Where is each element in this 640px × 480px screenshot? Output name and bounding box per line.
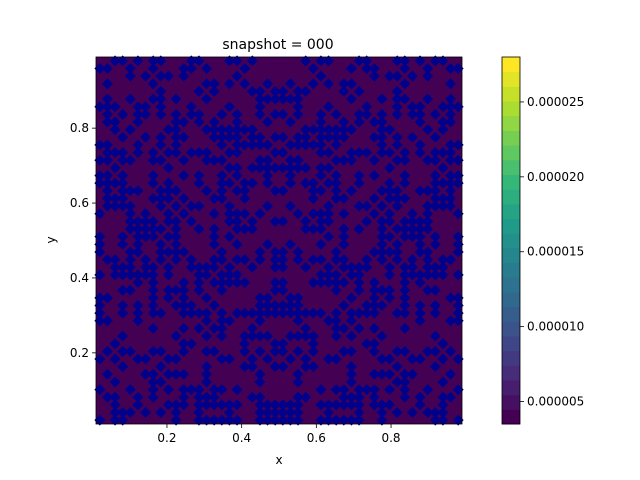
colorbar-band <box>502 203 520 219</box>
y-tick-label: 0.8 <box>70 121 89 135</box>
colorbar-band <box>502 71 520 87</box>
x-axis-ticks: 0.2 0.4 0.6 0.8 <box>157 424 401 445</box>
heatmap-pattern <box>94 55 464 426</box>
heatmap-cells <box>94 55 464 426</box>
y-axis-ticks: 0.2 0.4 0.6 0.8 <box>70 121 96 360</box>
colorbar-band <box>502 365 520 381</box>
colorbar-band <box>502 174 520 190</box>
y-tick-label: 0.2 <box>70 346 89 360</box>
colorbar-band <box>502 409 520 425</box>
colorbar-band <box>502 306 520 322</box>
colorbar-band <box>502 277 520 293</box>
colorbar-ticks: 0.000005 0.000010 0.000015 0.000020 0.000025 <box>520 95 584 409</box>
colorbar-band <box>502 394 520 410</box>
colorbar-band <box>502 291 520 308</box>
colorbar-band <box>502 159 520 175</box>
colorbar-band <box>502 247 520 264</box>
colorbar: 0.000005 0.000010 0.000015 0.000020 0.000025 <box>501 56 584 425</box>
colorbar-band <box>502 321 520 337</box>
colorbar-band <box>502 115 520 131</box>
colorbar-band <box>502 57 520 73</box>
x-tick-label: 0.2 <box>157 431 176 445</box>
colorbar-tick-label: 0.000020 <box>527 170 584 184</box>
x-tick-label: 0.4 <box>232 431 251 445</box>
colorbar-frame <box>501 56 521 425</box>
y-tick-label: 0.4 <box>70 271 89 285</box>
colorbar-band <box>502 335 520 352</box>
colorbar-band <box>502 101 520 117</box>
colorbar-tick-label: 0.000010 <box>527 320 584 334</box>
y-axis-label: y <box>44 236 58 243</box>
x-tick-label: 0.6 <box>307 431 326 445</box>
x-axis-label: x <box>275 453 282 467</box>
colorbar-band <box>502 218 520 234</box>
plot-area <box>94 55 464 426</box>
plot-frame <box>95 56 463 425</box>
colorbar-band <box>502 379 520 396</box>
colorbar-band <box>502 189 520 205</box>
x-tick-label: 0.8 <box>381 431 400 445</box>
colorbar-band <box>502 350 520 366</box>
colorbar-band <box>502 233 520 249</box>
colorbar-band <box>502 145 520 161</box>
colorbar-tick-label: 0.000015 <box>527 245 584 259</box>
y-tick-label: 0.6 <box>70 196 89 210</box>
colorbar-tick-label: 0.000005 <box>527 395 584 409</box>
colorbar-band <box>502 86 520 102</box>
colorbar-tick-label: 0.000025 <box>527 95 584 109</box>
colorbar-band <box>502 130 520 146</box>
heatmap-background <box>96 57 462 424</box>
chart-title: snapshot = 000 <box>222 37 333 53</box>
colorbar-band <box>502 262 520 278</box>
colorbar-bands <box>502 57 520 425</box>
